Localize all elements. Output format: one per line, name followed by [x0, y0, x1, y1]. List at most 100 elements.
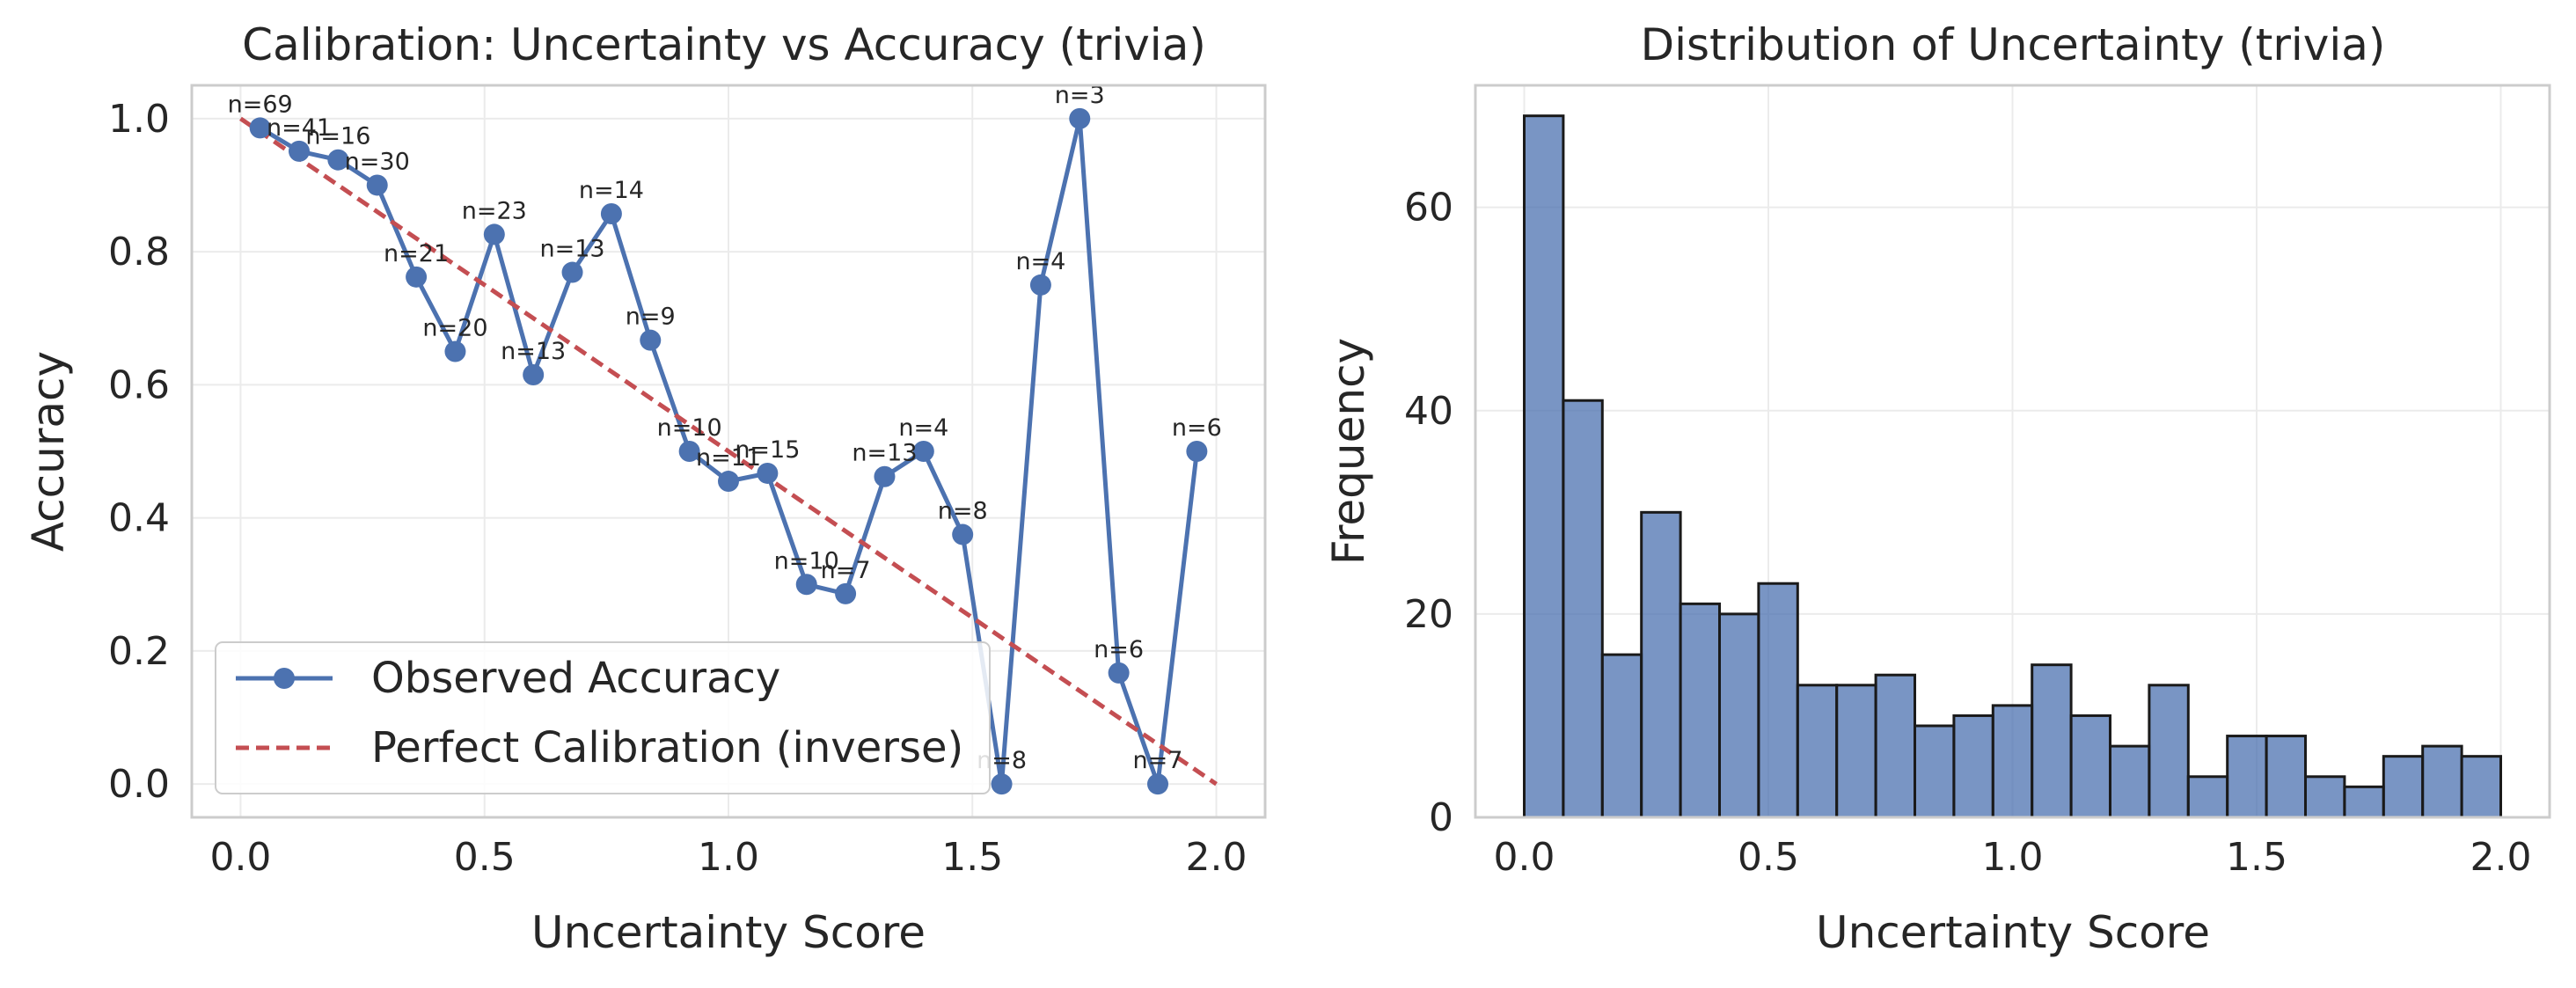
- data-point: [523, 364, 545, 386]
- histogram-bar: [1757, 582, 1799, 819]
- histogram-bar: [2382, 755, 2425, 819]
- count-label: n=8: [938, 498, 988, 525]
- count-label: n=30: [345, 148, 410, 175]
- x-tick-label: 0.5: [454, 835, 516, 880]
- count-label: n=11: [696, 444, 761, 472]
- count-label: n=13: [501, 338, 566, 365]
- histogram-bar: [1874, 673, 1917, 819]
- x-tick-label: 1.5: [941, 835, 1003, 880]
- y-tick-label: 0.8: [108, 230, 170, 274]
- chart-title: Calibration: Uncertainty vs Accuracy (tr…: [242, 19, 1206, 70]
- legend-label-perfect: Perfect Calibration (inverse): [371, 723, 963, 772]
- histogram-chart: Distribution of Uncertainty (trivia) 0.0…: [1323, 19, 2551, 958]
- count-label: n=7: [1133, 747, 1183, 774]
- histogram-bar: [1991, 704, 2034, 819]
- data-point: [1029, 274, 1051, 296]
- count-label: n=4: [1015, 248, 1065, 275]
- count-label: n=13: [852, 440, 917, 467]
- count-label: n=15: [735, 436, 800, 464]
- plot-frame: [190, 84, 1267, 819]
- histogram-bar: [2031, 663, 2073, 819]
- y-tick-label: 1.0: [108, 97, 170, 142]
- data-point: [366, 174, 388, 196]
- histogram-bar: [1914, 724, 1956, 819]
- histogram-bar: [2226, 735, 2268, 819]
- histogram-bar: [2421, 744, 2463, 819]
- histogram-bar: [1835, 684, 1877, 819]
- data-point: [718, 471, 739, 493]
- y-tick-label: 0.6: [108, 362, 170, 407]
- x-tick-label: 0.5: [1738, 835, 1799, 880]
- histogram-bar: [1679, 602, 1721, 819]
- histogram-bar: [2304, 775, 2346, 819]
- count-label: n=41: [267, 114, 332, 142]
- x-tick-label: 0.0: [209, 835, 271, 880]
- count-label: n=20: [422, 315, 487, 342]
- x-tick-label: 2.0: [1186, 835, 1248, 880]
- count-label: n=13: [539, 236, 604, 263]
- histogram-bar: [2069, 714, 2112, 819]
- data-point: [991, 773, 1013, 795]
- data-point: [757, 462, 779, 484]
- histogram-bar: [2460, 755, 2503, 819]
- y-tick-label: 0: [1429, 795, 1453, 840]
- count-label: n=69: [228, 91, 293, 118]
- data-point: [406, 266, 428, 288]
- y-tick-label: 20: [1404, 592, 1453, 637]
- histogram-bar: [1523, 114, 1565, 819]
- data-point: [249, 117, 271, 139]
- data-point: [1069, 107, 1091, 129]
- data-point: [1186, 441, 1208, 462]
- data-point: [289, 140, 310, 162]
- count-label: n=16: [305, 123, 370, 150]
- histogram-bar: [1952, 714, 1994, 819]
- y-axis-label: Frequency: [1323, 338, 1374, 565]
- perfect-calibration-line: [239, 116, 1218, 787]
- histogram-bar: [1796, 684, 1839, 819]
- x-tick-label: 1.0: [1982, 835, 2044, 880]
- data-point: [640, 329, 662, 351]
- legend: Observed Accuracy Perfect Calibration (i…: [215, 641, 991, 794]
- calibration-chart: Calibration: Uncertainty vs Accuracy (tr…: [23, 19, 1267, 958]
- count-label: n=21: [384, 240, 449, 267]
- count-label: n=6: [1094, 636, 1144, 663]
- count-label: n=9: [626, 304, 676, 331]
- y-tick-label: 0.2: [108, 629, 170, 674]
- x-tick-label: 0.0: [1494, 835, 1555, 880]
- plot-frame: [1474, 84, 2551, 819]
- count-label: n=23: [462, 197, 527, 224]
- legend-box: [215, 641, 991, 794]
- x-tick-label: 1.0: [698, 835, 759, 880]
- x-tick-label: 1.5: [2226, 835, 2287, 880]
- histogram-bar: [2148, 684, 2190, 819]
- data-point: [1108, 662, 1130, 684]
- histogram-bar: [2265, 735, 2308, 819]
- data-point: [952, 523, 974, 545]
- count-label: n=10: [657, 414, 722, 442]
- data-point: [874, 465, 896, 487]
- y-tick-label: 0.0: [108, 762, 170, 807]
- x-tick-label: 2.0: [2470, 835, 2532, 880]
- histogram-bar: [2186, 775, 2229, 819]
- histogram-bar: [1562, 399, 1604, 819]
- data-point: [327, 149, 349, 171]
- x-axis-label: Uncertainty Score: [1816, 907, 2210, 958]
- legend-label-observed: Observed Accuracy: [371, 654, 780, 703]
- histogram-bar: [2109, 744, 2151, 819]
- y-tick-label: 60: [1404, 186, 1453, 231]
- legend-marker-observed: [274, 668, 295, 689]
- data-point: [561, 261, 583, 283]
- count-label: n=7: [821, 557, 871, 584]
- y-tick-label: 0.4: [108, 496, 170, 541]
- chart-title: Distribution of Uncertainty (trivia): [1641, 19, 2386, 70]
- histogram-bar: [1640, 510, 1682, 819]
- data-point: [835, 582, 857, 604]
- histogram-bar: [1600, 653, 1643, 819]
- y-tick-label: 40: [1404, 389, 1453, 434]
- histogram-bar: [1718, 612, 1760, 819]
- count-label: n=14: [579, 177, 644, 204]
- data-point: [600, 202, 622, 224]
- count-label: n=4: [898, 414, 948, 442]
- data-point: [795, 574, 817, 596]
